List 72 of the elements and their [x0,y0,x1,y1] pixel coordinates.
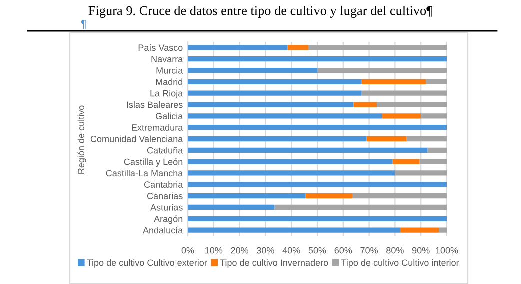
y-tick-label: Castilla y León [124,158,183,168]
x-tick-label: 50% [308,247,326,254]
bar [188,182,447,188]
text: ¶ [81,20,87,30]
bar [188,90,362,96]
y-tick-label: Madrid [156,78,183,86]
y-tick-label: Aragón [154,216,183,224]
y-tick-label: Navarra [152,56,184,62]
y-tick-label: Galicia [156,112,184,120]
bar [362,79,426,85]
bar [421,114,447,119]
x-tick-label: 80% [386,247,404,254]
x-tick-label: 10% [206,247,223,254]
bar [188,193,306,199]
bar [377,102,447,108]
legend-label: Tipo de cultivo Cultivo interior [341,259,460,268]
bar [406,136,447,142]
bar [188,159,393,164]
bar [188,148,428,153]
y-tick-label: Cataluña [147,147,184,154]
bar [188,45,288,50]
bar [188,68,318,74]
y-tick-label: País Vasco [138,44,183,52]
x-tick-label: 90% [412,247,430,254]
bar [188,170,396,176]
x-tick-label: 70% [360,247,378,254]
bar [288,45,308,50]
bar [352,193,447,199]
x-tick-label: 0% [182,247,194,254]
y-tick-label: Comunidad Valenciana [90,136,184,142]
y-tick-label: Extremadura [132,124,184,131]
bar [188,56,447,62]
x-tick-label: 100% [436,247,458,254]
y-tick-label: Islas Baleares [127,101,183,108]
y-tick-label: Andalucía [143,226,184,234]
bar [366,136,407,142]
bar [428,148,447,153]
bar [439,228,447,233]
y-tick-label: Murcia [156,67,184,74]
bar [362,90,447,96]
bar [395,170,447,176]
bar [274,204,447,210]
bar [188,228,400,233]
x-tick-label: 60% [334,247,352,254]
bar [188,125,447,130]
legend-label: Tipo de cultivo Cultivo exterior [87,259,208,268]
bar [188,114,382,119]
bar [188,102,354,108]
x-tick-label: 40% [282,247,300,254]
legend-label: Tipo de cultivo Invernadero [220,259,328,268]
bar [426,79,447,85]
bar [400,228,440,233]
bar [188,136,367,142]
y-axis-title: Región de cultivo [78,106,86,174]
y-tick-label: La Rioja [150,90,184,98]
y-tick-label: Asturias [150,204,183,211]
bar [188,204,275,210]
y-tick-label: Canarias [147,192,183,200]
bar [308,45,447,50]
y-tick-label: Cantabria [144,181,184,188]
bar [306,193,352,199]
bar [188,79,362,85]
bar [382,114,422,119]
bar [354,102,378,108]
chart-title: Figura 9. Cruce de datos entre tipo de cultivo y lugar del cultivo¶ [88,6,432,18]
bar [420,159,447,164]
y-tick-label: Castilla-La Mancha [106,170,184,177]
bar [318,68,447,74]
x-tick-label: 30% [257,247,274,254]
bar [188,216,447,222]
x-tick-label: 20% [231,247,249,254]
bar [392,159,420,164]
